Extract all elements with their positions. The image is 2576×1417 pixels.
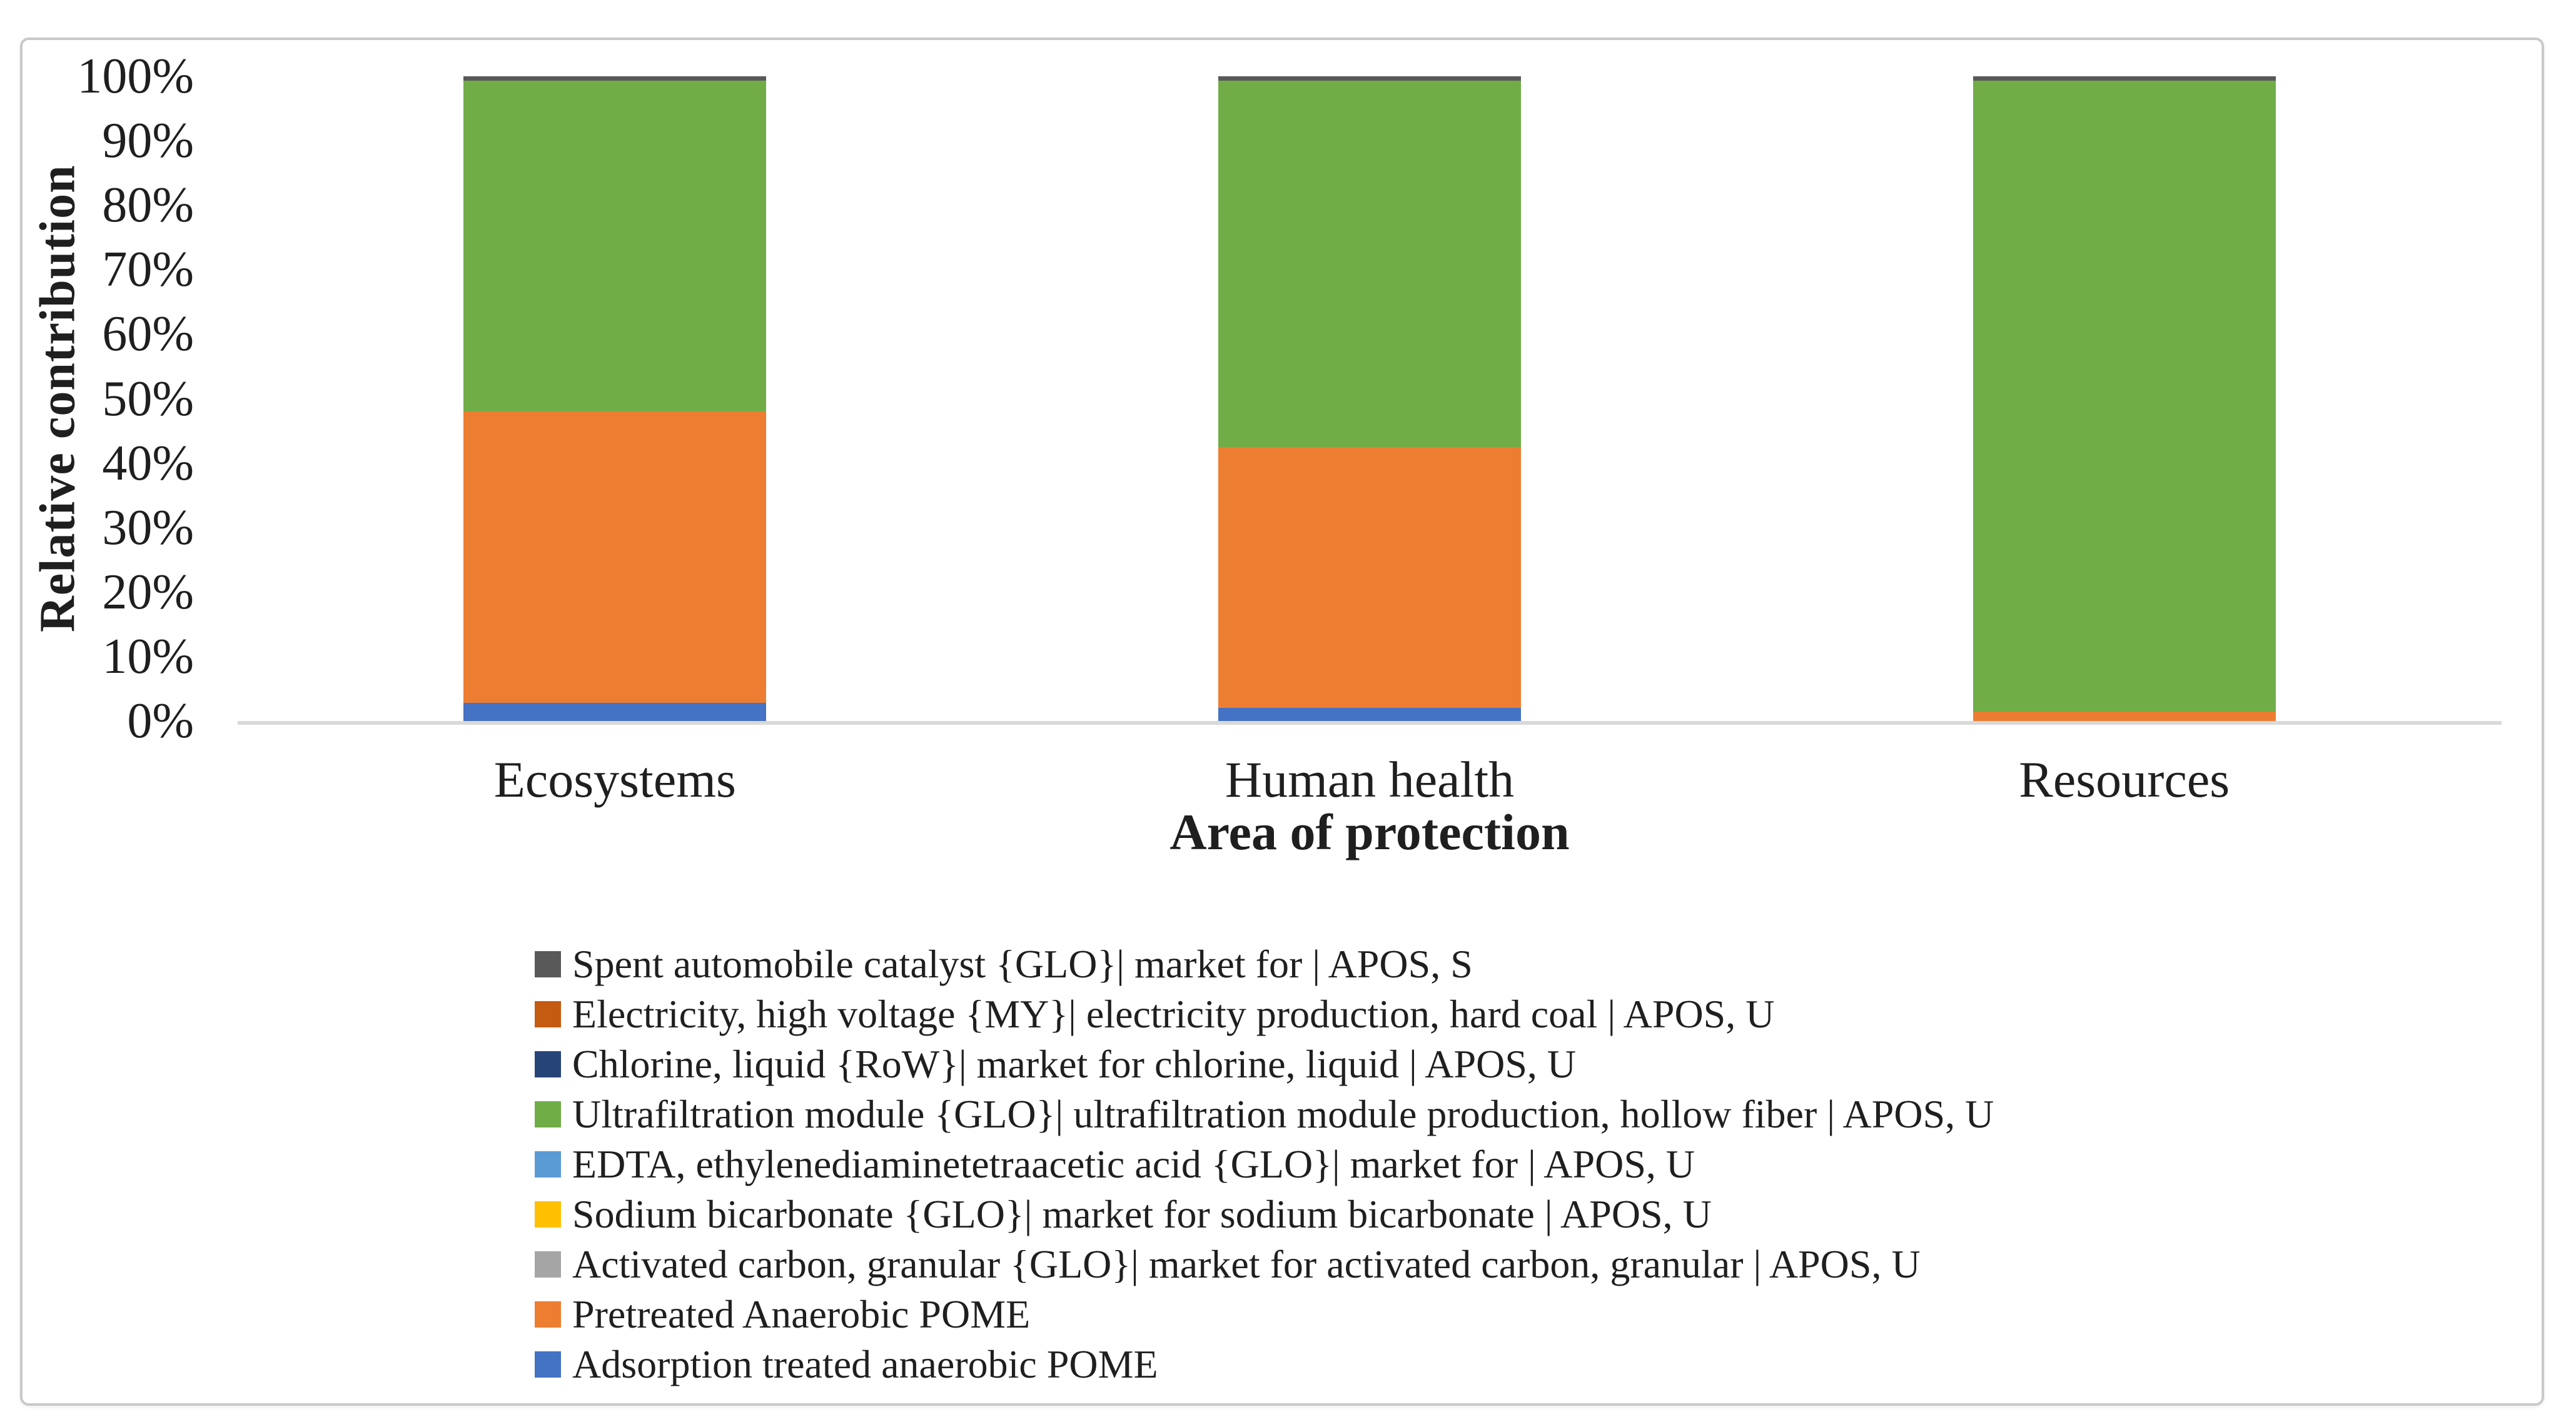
- bar-segment-resources-spent-automobile-catalyst-glo-market-for: [1972, 76, 2276, 81]
- bar-segment-human-health-adsorption-treated-anaerobic-pome: [1218, 708, 1521, 721]
- legend-label: Pretreated Anaerobic POME: [572, 1292, 1031, 1336]
- legend-item-activated-carbon-granular-glo-market-for: Activated carbon, granular {GLO}| market…: [535, 1239, 1994, 1289]
- legend: Spent automobile catalyst {GLO}| market …: [535, 939, 1994, 1389]
- bar-segment-human-health-spent-automobile-catalyst-glo-market-for: [1218, 76, 1521, 81]
- legend-item-edta-ethylenediaminetetraacetic-acid-glo: EDTA, ethylenediaminetetraacetic acid {G…: [535, 1139, 1994, 1189]
- y-tick-label: 40%: [102, 435, 194, 491]
- bar-segment-human-health-ultrafiltration-module-glo-ultrafiltrati: [1218, 81, 1521, 447]
- legend-label: Adsorption treated anaerobic POME: [572, 1342, 1158, 1386]
- legend-item-adsorption-treated-anaerobic-pome: Adsorption treated anaerobic POME: [535, 1339, 1994, 1389]
- legend-item-sodium-bicarbonate-glo-market-for-sodium: Sodium bicarbonate {GLO}| market for sod…: [535, 1189, 1994, 1239]
- legend-label: Ultrafiltration module {GLO}| ultrafiltr…: [572, 1092, 1994, 1136]
- legend-label: Spent automobile catalyst {GLO}| market …: [572, 942, 1473, 986]
- legend-swatch-icon: [535, 1101, 561, 1127]
- bar-segment-ecosystems-spent-automobile-catalyst-glo-market-for: [463, 76, 767, 81]
- legend-label: EDTA, ethylenediaminetetraacetic acid {G…: [572, 1142, 1695, 1186]
- bar-segment-resources-pretreated-anaerobic-pome: [1972, 711, 2276, 721]
- category-label-resources: Resources: [2019, 751, 2230, 808]
- y-tick-label: 90%: [102, 113, 194, 169]
- bar-segment-ecosystems-pretreated-anaerobic-pome: [463, 411, 767, 703]
- y-tick-label: 50%: [102, 371, 194, 426]
- legend-swatch-icon: [535, 1151, 561, 1177]
- legend-swatch-icon: [535, 1051, 561, 1077]
- category-label-ecosystems: Ecosystems: [493, 751, 736, 808]
- legend-swatch-icon: [535, 1301, 561, 1328]
- bar-segment-human-health-pretreated-anaerobic-pome: [1218, 446, 1521, 708]
- legend-swatch-icon: [535, 1001, 561, 1027]
- legend-label: Chlorine, liquid {RoW}| market for chlor…: [572, 1042, 1577, 1086]
- legend-label: Activated carbon, granular {GLO}| market…: [572, 1242, 1921, 1286]
- legend-swatch-icon: [535, 1201, 561, 1228]
- y-tick-label: 70%: [102, 242, 194, 298]
- legend-swatch-icon: [535, 1351, 561, 1378]
- bar-segment-ecosystems-adsorption-treated-anaerobic-pome: [463, 703, 767, 721]
- legend-item-electricity-high-voltage-my-electricity-: Electricity, high voltage {MY}| electric…: [535, 989, 1994, 1039]
- category-label-human-health: Human health: [1225, 751, 1515, 808]
- y-tick-label: 20%: [102, 564, 194, 620]
- legend-item-ultrafiltration-module-glo-ultrafiltrati: Ultrafiltration module {GLO}| ultrafiltr…: [535, 1089, 1994, 1139]
- legend-label: Sodium bicarbonate {GLO}| market for sod…: [572, 1192, 1712, 1236]
- legend-item-chlorine-liquid-row-market-for-chlorine-: Chlorine, liquid {RoW}| market for chlor…: [535, 1039, 1994, 1089]
- legend-label: Electricity, high voltage {MY}| electric…: [572, 992, 1775, 1036]
- y-tick-label: 0%: [127, 693, 194, 749]
- legend-swatch-icon: [535, 951, 561, 977]
- y-tick-label: 60%: [102, 306, 194, 362]
- bar-segment-resources-ultrafiltration-module-glo-ultrafiltrati: [1972, 81, 2276, 712]
- x-axis-line: [238, 721, 2502, 725]
- x-axis-title: Area of protection: [1169, 804, 1570, 860]
- y-tick-label: 100%: [77, 49, 194, 104]
- bar-segment-ecosystems-ultrafiltration-module-glo-ultrafiltrati: [463, 81, 767, 412]
- y-tick-label: 30%: [102, 500, 194, 555]
- legend-item-pretreated-anaerobic-pome: Pretreated Anaerobic POME: [535, 1289, 1994, 1339]
- y-tick-label: 80%: [102, 178, 194, 233]
- legend-item-spent-automobile-catalyst-glo-market-for: Spent automobile catalyst {GLO}| market …: [535, 939, 1994, 989]
- legend-swatch-icon: [535, 1251, 561, 1278]
- y-tick-label: 10%: [102, 628, 194, 684]
